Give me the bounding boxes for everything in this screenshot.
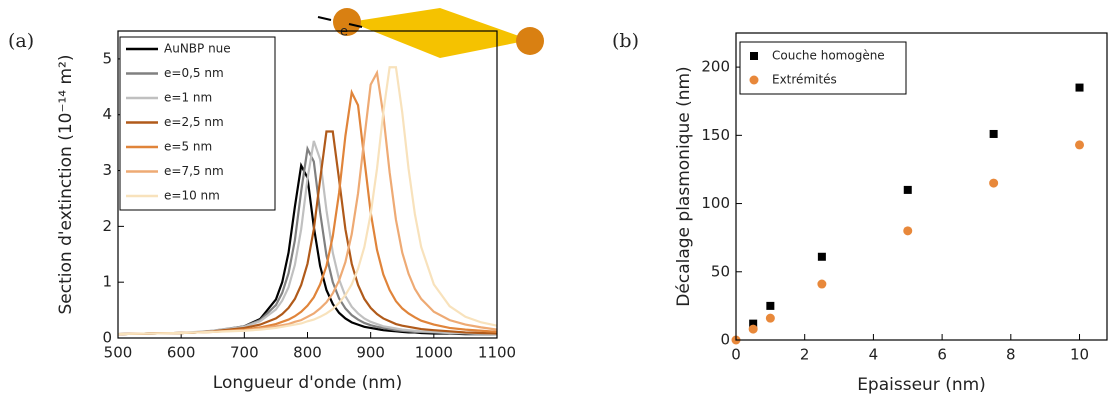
x-tick-label: 10 [1070, 346, 1089, 364]
series-line [117, 140, 498, 336]
arrow [317, 16, 332, 21]
legend-label: e=7,5 nm [164, 164, 224, 178]
y-tick-label: 2 [102, 217, 112, 235]
y-axis-label: Décalage plasmonique (nm) [674, 66, 694, 306]
point [765, 313, 775, 323]
x-tick-label: 1100 [478, 344, 516, 362]
legend-label: e=1 nm [164, 91, 212, 105]
point [1075, 83, 1084, 92]
y-tick-label: 4 [102, 105, 112, 123]
arrow [348, 23, 363, 28]
legend-label: e=2,5 nm [164, 115, 224, 129]
x-tick-label: 700 [230, 344, 259, 362]
point [817, 252, 826, 261]
legend-label: Extrémités [772, 73, 837, 87]
x-axis-label: Epaisseur (nm) [857, 375, 986, 395]
annotation: e [340, 25, 348, 40]
point [1075, 140, 1085, 150]
y-tick-label: 200 [701, 58, 730, 76]
legend-label: AuNBP nue [164, 42, 231, 56]
point [749, 319, 758, 328]
legend-label: e=5 nm [164, 140, 212, 154]
y-tick-label: 0 [102, 329, 112, 347]
x-tick-label: 600 [167, 344, 196, 362]
x-tick-label: 4 [869, 346, 879, 364]
y-tick-label: 150 [701, 126, 730, 144]
panel-label: (a) [8, 30, 34, 52]
point [748, 324, 758, 334]
x-axis-label: Longueur d'onde (nm) [213, 373, 402, 393]
tip [333, 8, 361, 36]
x-tick-label: 900 [356, 344, 385, 362]
point [989, 129, 998, 138]
x-tick-label: 500 [104, 344, 133, 362]
bipyramid [350, 8, 530, 58]
y-tick-label: 1 [102, 273, 112, 291]
legend-label: e=0,5 nm [164, 66, 224, 80]
tip [516, 27, 544, 55]
legend-label: Couche homogène [772, 49, 885, 63]
series-line [117, 130, 498, 336]
x-tick-label: 0 [731, 346, 741, 364]
y-tick-label: 0 [720, 331, 730, 349]
x-tick-label: 800 [293, 344, 322, 362]
point [766, 301, 775, 310]
inset-bipyramid [317, 8, 544, 58]
x-tick-label: 6 [937, 346, 947, 364]
x-tick-label: 1000 [415, 344, 453, 362]
point [989, 178, 999, 188]
point [903, 185, 912, 194]
y-tick-label: 3 [102, 161, 112, 179]
legend-swatch [749, 75, 759, 85]
y-axis-label: Section d'extinction (10⁻¹⁴ m²) [56, 54, 76, 314]
x-tick-label: 2 [800, 346, 810, 364]
plot-frame [117, 30, 498, 339]
legend-swatch [750, 52, 758, 60]
legend-box [739, 41, 907, 95]
legend-label: e=10 nm [164, 189, 220, 203]
plot-frame [735, 32, 1108, 341]
panel-label: (b) [612, 30, 639, 52]
x-tick-label: 8 [1006, 346, 1016, 364]
y-tick-label: 100 [701, 194, 730, 212]
y-tick-label: 5 [102, 49, 112, 67]
series-line [117, 66, 498, 336]
point [817, 279, 827, 289]
point [903, 226, 913, 236]
y-tick-label: 50 [711, 262, 730, 280]
